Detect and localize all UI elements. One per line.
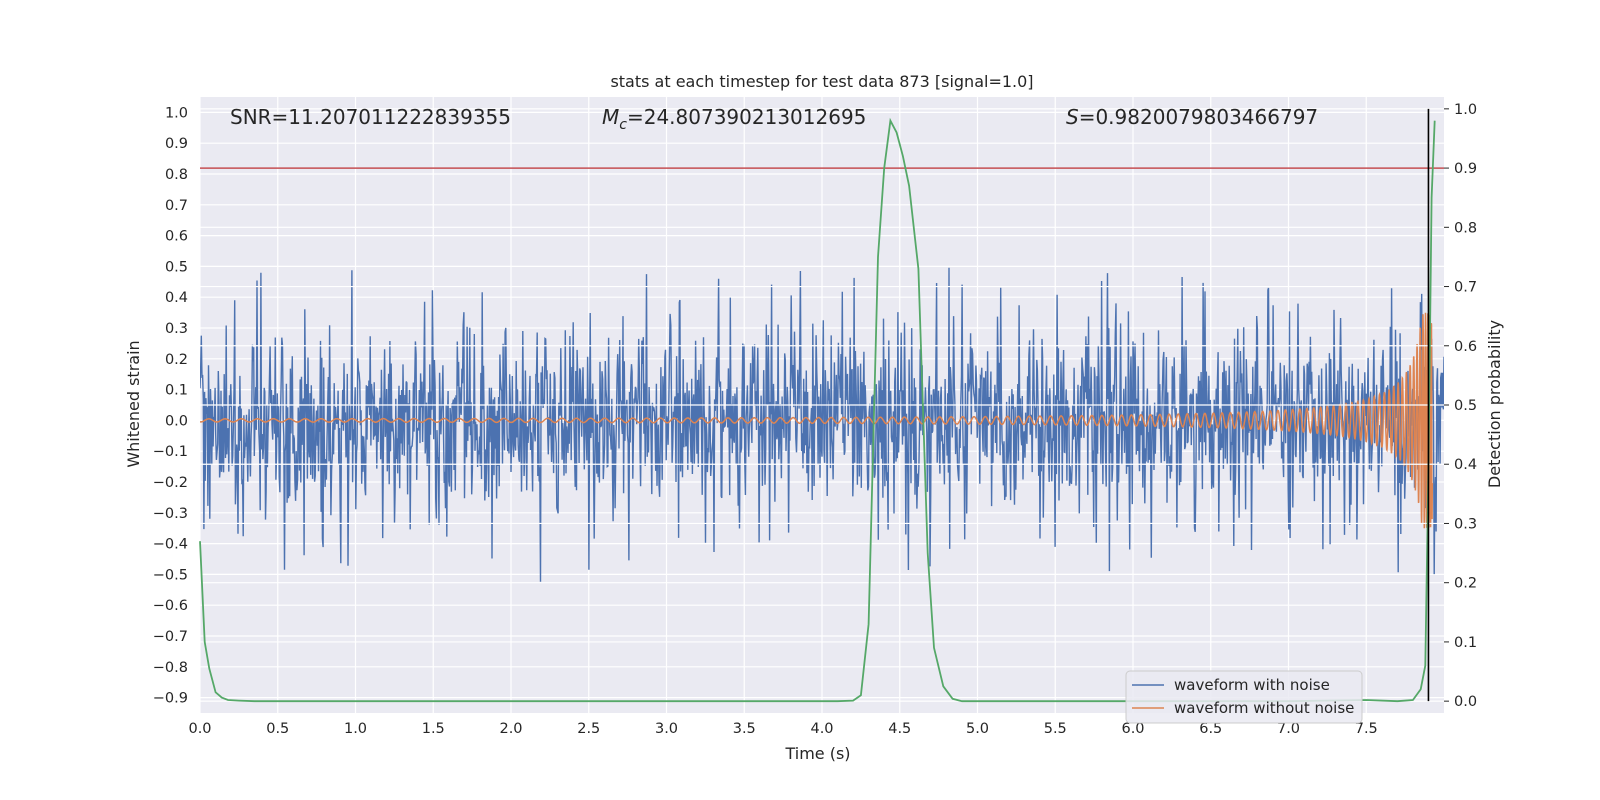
y-tick-label: 0.0	[165, 413, 188, 429]
y-tick-label: 1.0	[165, 105, 188, 121]
y-tick-label: −0.1	[153, 444, 188, 460]
x-tick-label: 5.5	[1044, 721, 1067, 737]
y-tick-label: −0.4	[153, 537, 188, 553]
x-tick-label: 5.0	[966, 721, 989, 737]
s-value: =0.9820079803466797	[1079, 105, 1318, 129]
y-tick-label: 0.6	[165, 229, 188, 245]
waveform-without-noise-line	[200, 312, 1434, 529]
x-tick-label: 0.0	[188, 721, 211, 737]
series-layer	[200, 267, 1444, 582]
y2-tick-label: 0.6	[1454, 339, 1477, 355]
y2-tick-label: 0.8	[1454, 220, 1477, 236]
x-tick-label: 7.5	[1355, 721, 1378, 737]
chirp-mass-annotation: Mc=24.807390213012695	[602, 105, 866, 133]
y-tick-label: 0.4	[165, 290, 188, 306]
x-tick-label: 1.5	[422, 721, 445, 737]
y-tick-label: 0.2	[165, 352, 188, 368]
chart-title: stats at each timestep for test data 873…	[610, 72, 1033, 91]
y2-tick-label: 0.2	[1454, 576, 1477, 592]
y-tick-label: 0.1	[165, 383, 188, 399]
y2-tick-label: 0.5	[1454, 398, 1477, 414]
x-tick-label: 4.0	[810, 721, 833, 737]
legend-label-clean: waveform without noise	[1174, 699, 1354, 717]
mc-symbol: M	[602, 105, 619, 129]
x-tick-label: 6.5	[1199, 721, 1222, 737]
legend-label-noise: waveform with noise	[1174, 676, 1330, 694]
grid-horizontal-secondary	[200, 108, 1444, 702]
y-tick-label: −0.6	[153, 598, 188, 614]
legend: waveform with noise waveform without noi…	[1125, 670, 1363, 724]
y2-axis-ticks: 1.0 0.9 0.8 0.7 0.6 0.5 0.4 0.3 0.2 0.1 0.0	[1444, 102, 1477, 710]
x-axis-label: Time (s)	[784, 744, 850, 763]
x-tick-label: 4.5	[888, 721, 911, 737]
detection-probability-line	[199, 117, 1436, 703]
y-tick-label: 0.3	[165, 321, 188, 337]
x-tick-label: 1.0	[344, 721, 367, 737]
y-tick-label: 0.5	[165, 259, 188, 275]
snr-annotation: SNR=11.207011222839355	[230, 105, 511, 129]
statistic-annotation: S=0.9820079803466797	[1066, 105, 1318, 129]
y2-tick-label: 0.0	[1454, 694, 1477, 710]
y2-tick-label: 0.1	[1454, 635, 1477, 651]
legend-box	[1125, 670, 1363, 724]
y-tick-label: −0.9	[153, 691, 188, 707]
x-tick-label: 2.0	[499, 721, 522, 737]
y2-tick-label: 0.7	[1454, 280, 1477, 296]
y2-axis-label: Detection probability	[1485, 320, 1504, 488]
y2-tick-label: 1.0	[1454, 102, 1477, 118]
y-tick-label: −0.3	[153, 506, 188, 522]
overlay-layer	[199, 108, 1444, 703]
y2-tick-label: 0.9	[1454, 161, 1477, 177]
y-tick-label: −0.2	[153, 475, 188, 491]
x-tick-label: 6.0	[1121, 721, 1144, 737]
y-tick-label: 0.9	[165, 136, 188, 152]
y2-tick-label: 0.3	[1454, 516, 1477, 532]
y-axis-ticks: 1.0 0.9 0.8 0.7 0.6 0.5 0.4 0.3 0.2 0.1 0.0 −0.1 −0.…	[153, 105, 188, 706]
mc-value: =24.807390213012695	[627, 105, 866, 129]
x-tick-label: 7.0	[1277, 721, 1300, 737]
x-tick-label: 3.5	[733, 721, 756, 737]
waveform-with-noise-line	[200, 267, 1444, 582]
y-tick-label: −0.8	[153, 660, 188, 676]
y-tick-label: 0.8	[165, 167, 188, 183]
y-tick-label: −0.7	[153, 629, 188, 645]
y-axis-label: Whitened strain	[124, 340, 143, 467]
y-tick-label: 0.7	[165, 198, 188, 214]
series-clip-group	[200, 267, 1444, 582]
x-tick-label: 2.5	[577, 721, 600, 737]
x-tick-label: 0.5	[266, 721, 289, 737]
x-tick-label: 3.0	[655, 721, 678, 737]
s-symbol: S	[1066, 105, 1079, 129]
mc-subscript: c	[619, 117, 627, 133]
y-tick-label: −0.5	[153, 567, 188, 583]
y2-tick-label: 0.4	[1454, 457, 1477, 473]
x-axis-ticks: 0.0 0.5 1.0 1.5 2.0 2.5 3.0 3.5 4.0 4.5 5.0 5.5 6.0 6…	[188, 721, 1377, 737]
